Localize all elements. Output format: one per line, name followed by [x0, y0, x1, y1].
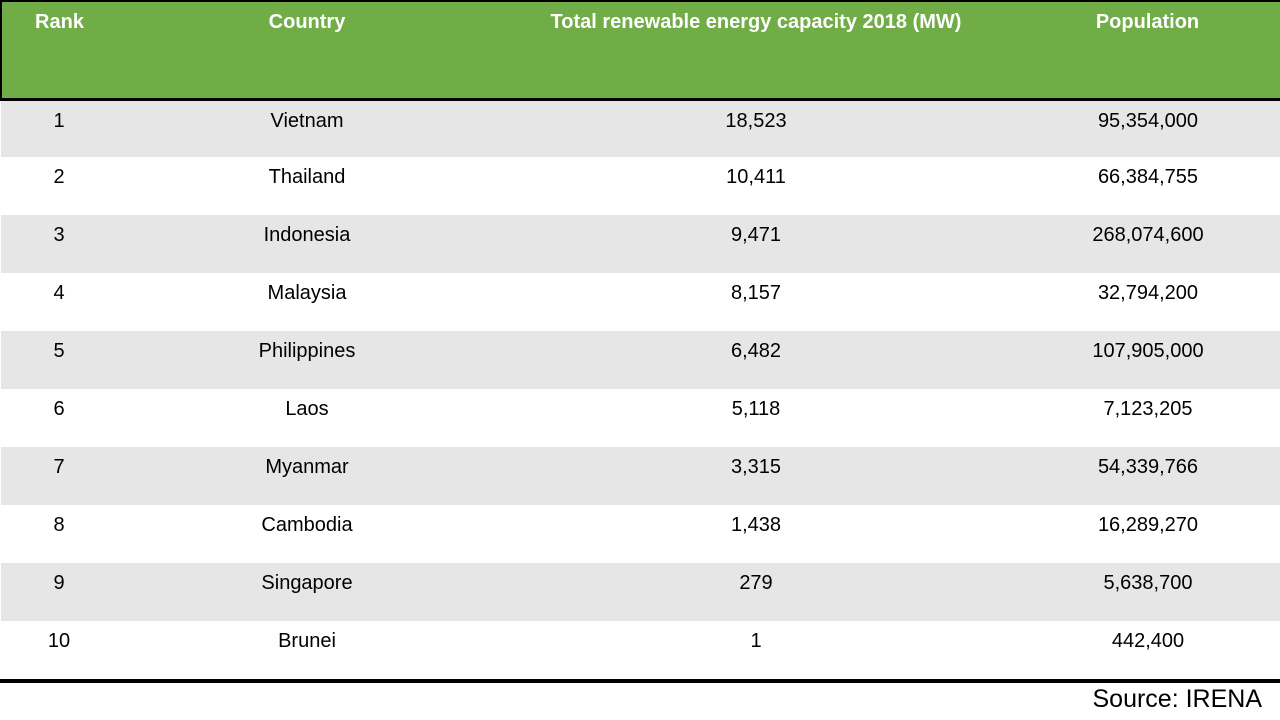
- country-cell: Myanmar: [117, 447, 497, 505]
- rank-cell: 7: [1, 447, 117, 505]
- table-row: 4 Malaysia 8,157 32,794,200: [1, 273, 1280, 331]
- table-row: 2 Thailand 10,411 66,384,755: [1, 157, 1280, 215]
- table-row: 5 Philippines 6,482 107,905,000: [1, 331, 1280, 389]
- table-header: Rank Country Total renewable energy capa…: [0, 0, 1280, 101]
- rank-cell: 5: [1, 331, 117, 389]
- country-cell: Cambodia: [117, 505, 497, 563]
- population-cell: 54,339,766: [1015, 447, 1280, 505]
- country-cell: Singapore: [117, 563, 497, 621]
- population-cell: 16,289,270: [1015, 505, 1280, 563]
- capacity-cell: 3,315: [497, 447, 1015, 505]
- country-cell: Philippines: [117, 331, 497, 389]
- table-row: 8 Cambodia 1,438 16,289,270: [1, 505, 1280, 563]
- header-rank: Rank: [0, 0, 117, 101]
- header-row: Rank Country Total renewable energy capa…: [0, 0, 1280, 101]
- population-cell: 107,905,000: [1015, 331, 1280, 389]
- capacity-cell: 9,471: [497, 215, 1015, 273]
- population-cell: 442,400: [1015, 621, 1280, 679]
- country-cell: Brunei: [117, 621, 497, 679]
- country-cell: Thailand: [117, 157, 497, 215]
- population-cell: 32,794,200: [1015, 273, 1280, 331]
- rank-cell: 10: [1, 621, 117, 679]
- table-body: 1 Vietnam 18,523 95,354,000 2 Thailand 10,411 6…: [1, 99, 1280, 679]
- source-note: Source: IRENA: [0, 683, 1280, 720]
- capacity-cell: 5,118: [497, 389, 1015, 447]
- table-row: 9 Singapore 279 5,638,700: [1, 563, 1280, 621]
- capacity-cell: 18,523: [497, 99, 1015, 157]
- capacity-cell: 10,411: [497, 157, 1015, 215]
- table-row: 10 Brunei 1 442,400: [1, 621, 1280, 679]
- table-row: 1 Vietnam 18,523 95,354,000: [1, 99, 1280, 157]
- rank-cell: 4: [1, 273, 117, 331]
- country-cell: Indonesia: [117, 215, 497, 273]
- rank-cell: 6: [1, 389, 117, 447]
- population-cell: 5,638,700: [1015, 563, 1280, 621]
- capacity-cell: 8,157: [497, 273, 1015, 331]
- population-cell: 66,384,755: [1015, 157, 1280, 215]
- capacity-cell: 1,438: [497, 505, 1015, 563]
- header-population: Population: [1015, 0, 1280, 101]
- table-row: 3 Indonesia 9,471 268,074,600: [1, 215, 1280, 273]
- header-country: Country: [117, 0, 497, 101]
- bottom-rule: [0, 679, 1280, 683]
- rank-cell: 3: [1, 215, 117, 273]
- table-row: 7 Myanmar 3,315 54,339,766: [1, 447, 1280, 505]
- header-capacity: Total renewable energy capacity 2018 (MW…: [497, 0, 1015, 101]
- renewable-capacity-table: Rank Country Total renewable energy capa…: [0, 0, 1280, 679]
- capacity-cell: 1: [497, 621, 1015, 679]
- population-cell: 268,074,600: [1015, 215, 1280, 273]
- rank-cell: 2: [1, 157, 117, 215]
- rank-cell: 9: [1, 563, 117, 621]
- population-cell: 95,354,000: [1015, 99, 1280, 157]
- capacity-cell: 6,482: [497, 331, 1015, 389]
- capacity-cell: 279: [497, 563, 1015, 621]
- population-cell: 7,123,205: [1015, 389, 1280, 447]
- rank-cell: 1: [1, 99, 117, 157]
- country-cell: Vietnam: [117, 99, 497, 157]
- rank-cell: 8: [1, 505, 117, 563]
- country-cell: Laos: [117, 389, 497, 447]
- country-cell: Malaysia: [117, 273, 497, 331]
- table-row: 6 Laos 5,118 7,123,205: [1, 389, 1280, 447]
